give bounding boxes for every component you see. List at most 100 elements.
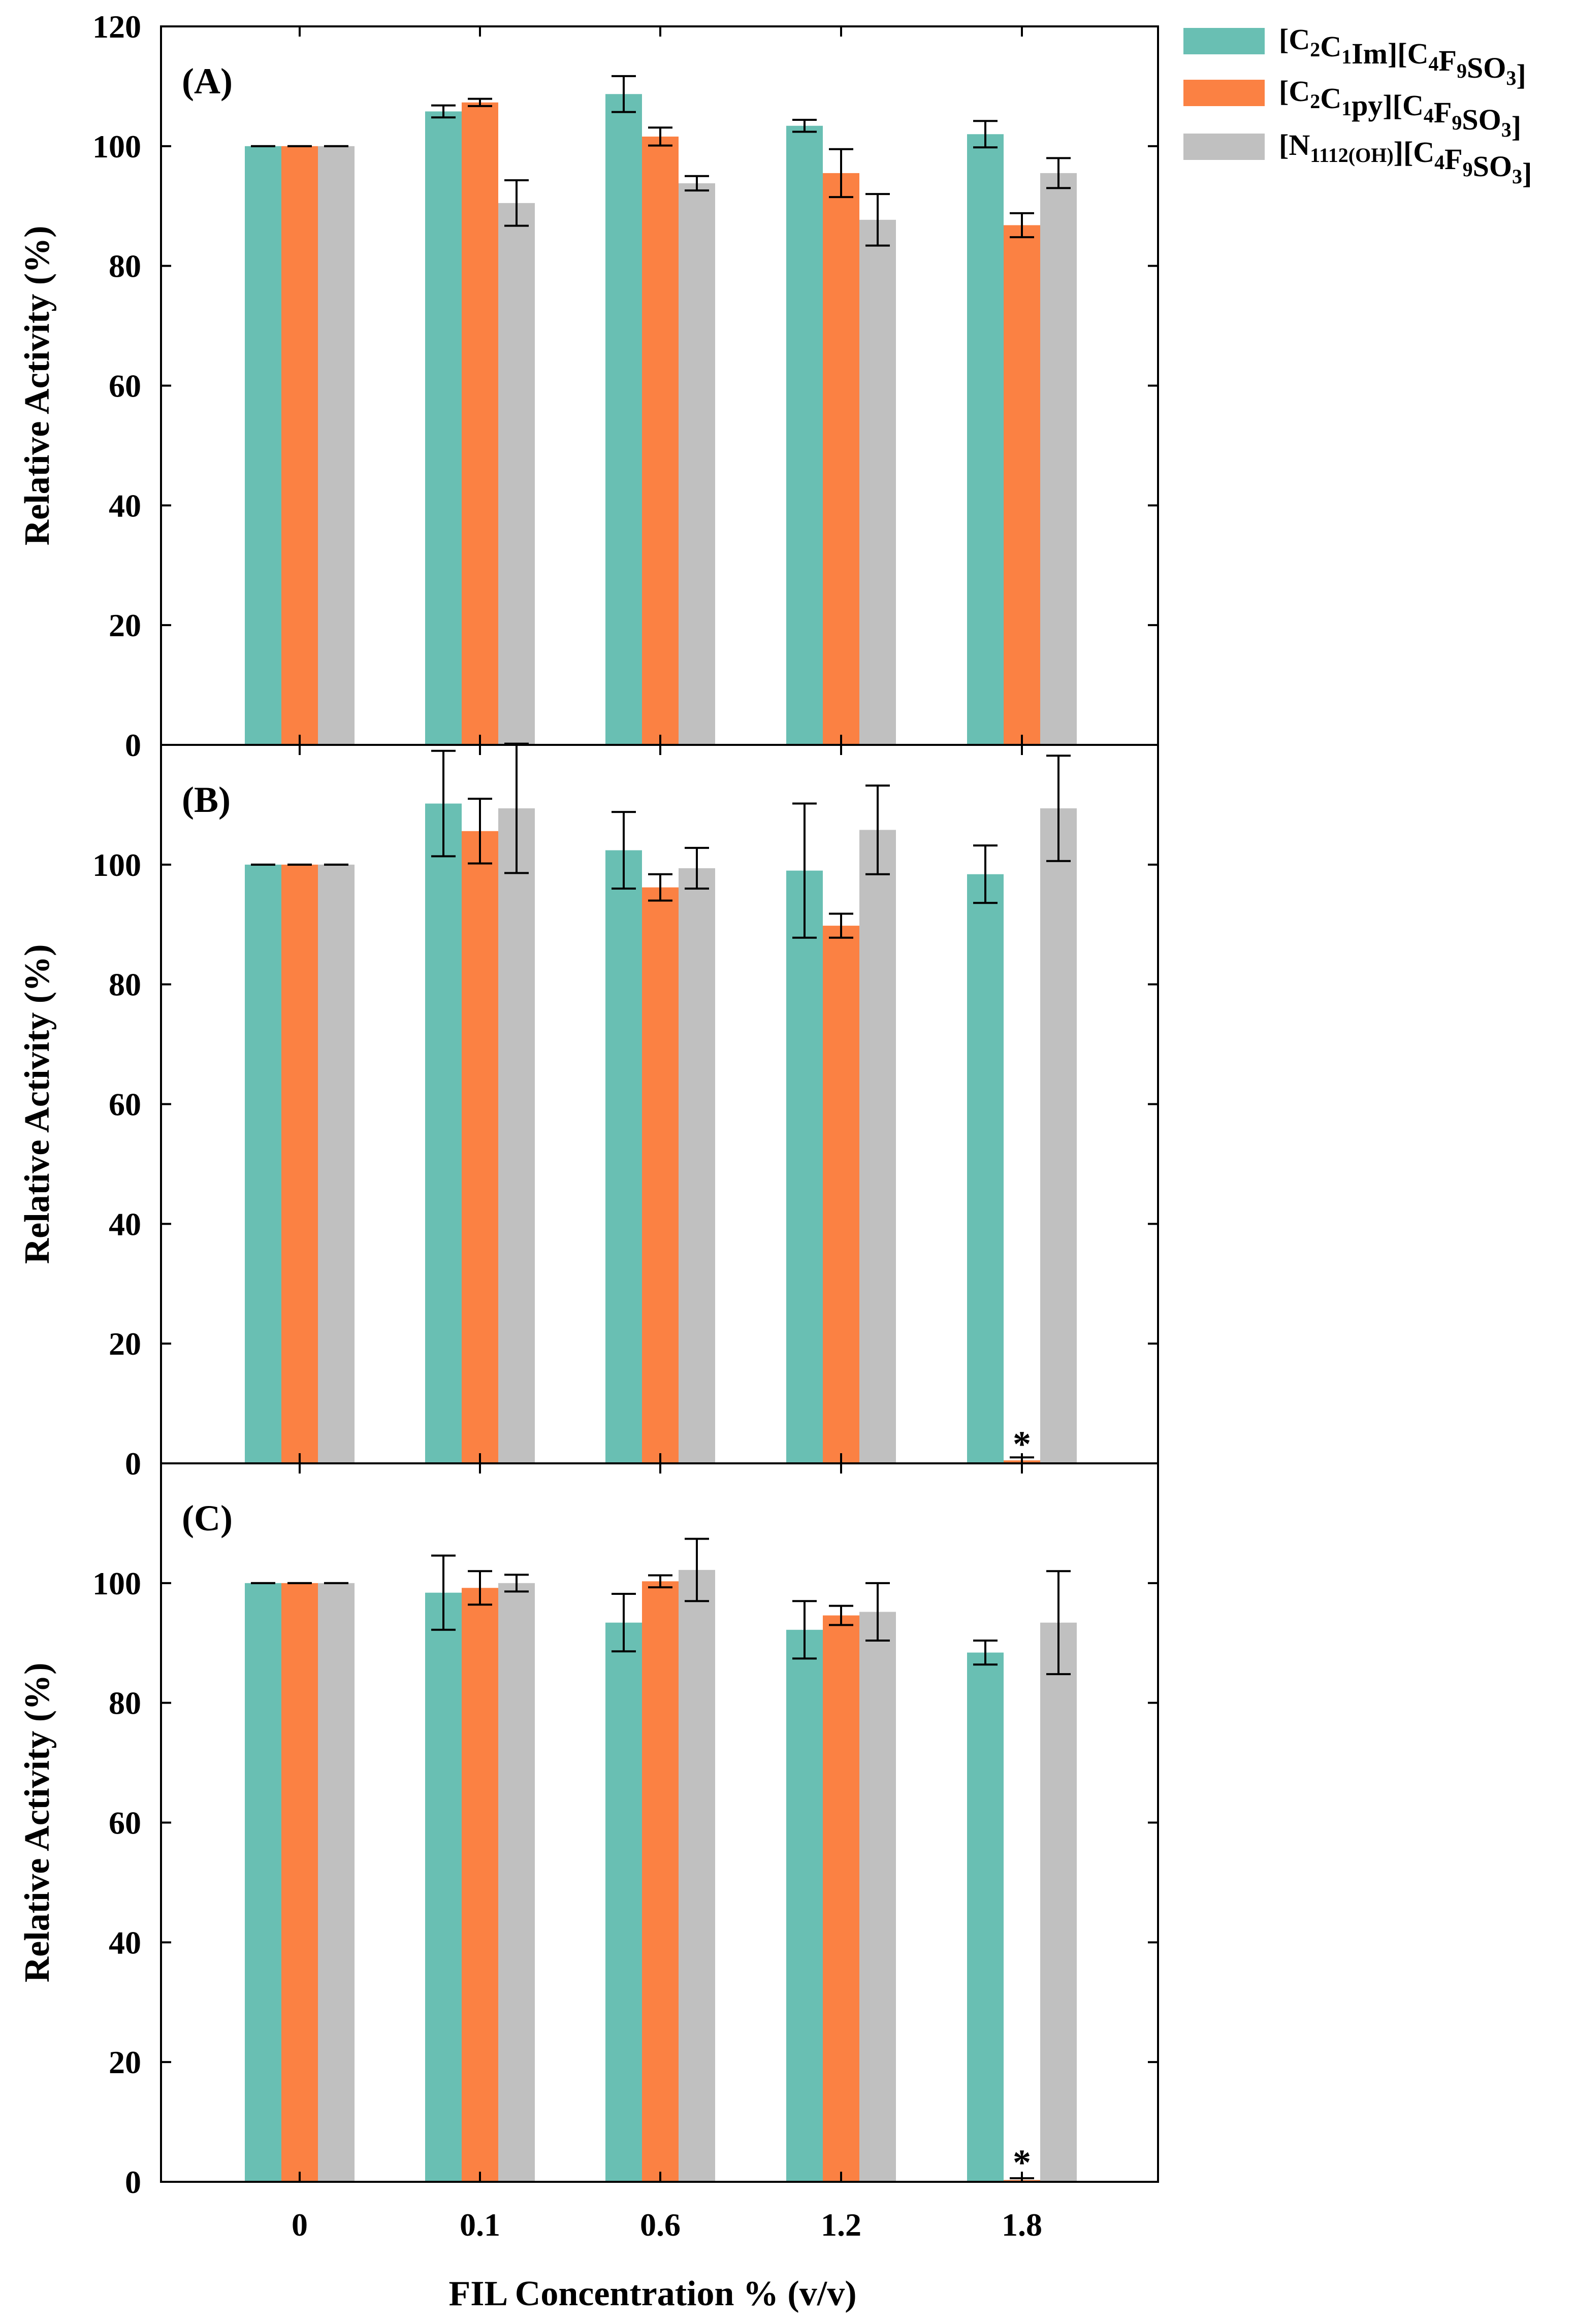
error-bar [648,1574,672,1589]
error-bar [648,126,672,147]
legend-text-part: F [1439,44,1457,77]
error-bar [792,1600,817,1660]
error-bar [865,784,890,875]
y-tick-label: 0 [125,1446,141,1482]
bar [642,136,679,745]
y-tick-label: 120 [92,9,141,45]
y-tick-label: 80 [109,248,141,284]
bar [679,183,715,745]
legend-label: [C2C1Im][C4F9SO3] [1279,23,1526,91]
bar [318,1583,355,2182]
legend-subscript: 4 [1434,151,1444,174]
bar [823,926,859,1463]
legend-label: [C2C1py][C4F9SO3] [1279,75,1521,143]
panel-label: (B) [182,779,231,820]
y-tick-label: 60 [109,1087,141,1123]
bar [498,808,535,1463]
legend-entry: [C2C1Im][C4F9SO3] [1183,23,1526,91]
bar [1004,225,1040,745]
error-bar [504,179,529,227]
bar [498,203,535,745]
legend-subscript: 9 [1463,158,1473,181]
bar [498,1583,535,2182]
y-tick-label: 20 [109,607,141,643]
error-bar [468,1570,492,1606]
bar [823,173,859,745]
bar [281,1583,318,2182]
bar [859,219,896,745]
legend-text-part: py][C [1352,89,1424,122]
legend-text-part: SO [1473,150,1512,183]
error-bar [431,104,456,119]
error-bar [685,175,709,192]
error-bar [685,1537,709,1602]
legend-text-part: F [1444,143,1462,176]
legend-text-part: [C [1279,75,1310,108]
bar [425,111,462,745]
bar [281,146,318,745]
bar [679,1569,715,2182]
bar [281,864,318,1463]
bar [679,868,715,1463]
legend-text-part: F [1434,96,1452,129]
bar [462,102,498,745]
error-bar [829,148,853,199]
legend-subscript: 4 [1424,104,1434,127]
error-bar [865,1582,890,1642]
legend-text-part: Im][C [1352,37,1428,70]
legend-text-part: SO [1467,51,1506,84]
error-bar [612,1593,636,1653]
legend-subscript: 4 [1429,52,1439,75]
y-tick-label: 40 [109,1924,141,1960]
legend-subscript: 9 [1452,111,1462,134]
x-axis-label: FIL Concentration % (v/v) [448,2274,856,2313]
bar [642,1581,679,2182]
bar [245,1583,281,2182]
error-bar [612,75,636,113]
y-tick-label: 20 [109,1326,141,1362]
bar [1040,173,1077,745]
bar [318,864,355,1463]
error-bar [1046,755,1071,862]
error-bar [865,193,890,247]
panel-label: (C) [182,1498,233,1539]
legend-swatch [1183,134,1265,160]
y-tick-label: 40 [109,1206,141,1242]
legend-text-part: C [1320,30,1341,63]
error-bar [648,873,672,902]
legend-subscript: 3 [1501,118,1512,141]
error-bar [1046,157,1071,189]
error-bar [973,120,998,149]
x-tick-label: 1.2 [821,2207,861,2243]
legend-text-part: ] [1522,157,1532,190]
x-tick-label: 0.6 [640,2207,681,2243]
legend-text-part: ] [1512,110,1521,143]
legend-subscript: 1112(OH) [1310,144,1393,167]
error-bar [1010,212,1034,239]
panel-label: (A) [182,61,233,102]
error-bar [1046,1570,1071,1676]
y-tick-label: 80 [109,1685,141,1721]
bar [823,1615,859,2182]
legend-text-part: ][C [1394,136,1435,169]
error-bar [973,1640,998,1666]
legend-text-part: [N [1279,128,1310,161]
legend-subscript: 3 [1512,165,1522,188]
y-tick-label: 0 [125,2164,141,2200]
bar [967,134,1004,745]
legend-subscript: 1 [1341,45,1352,68]
bar [605,94,642,745]
y-axis-label: Relative Activity (%) [18,226,57,546]
bar [462,831,498,1463]
y-tick-label: 0 [125,727,141,763]
y-axis-label: Relative Activity (%) [18,944,57,1264]
y-tick-label: 40 [109,487,141,523]
bar [425,1592,462,2182]
error-bar [504,1574,529,1593]
error-bar [792,118,817,133]
y-tick-label: 60 [109,1805,141,1841]
bar [786,870,823,1463]
